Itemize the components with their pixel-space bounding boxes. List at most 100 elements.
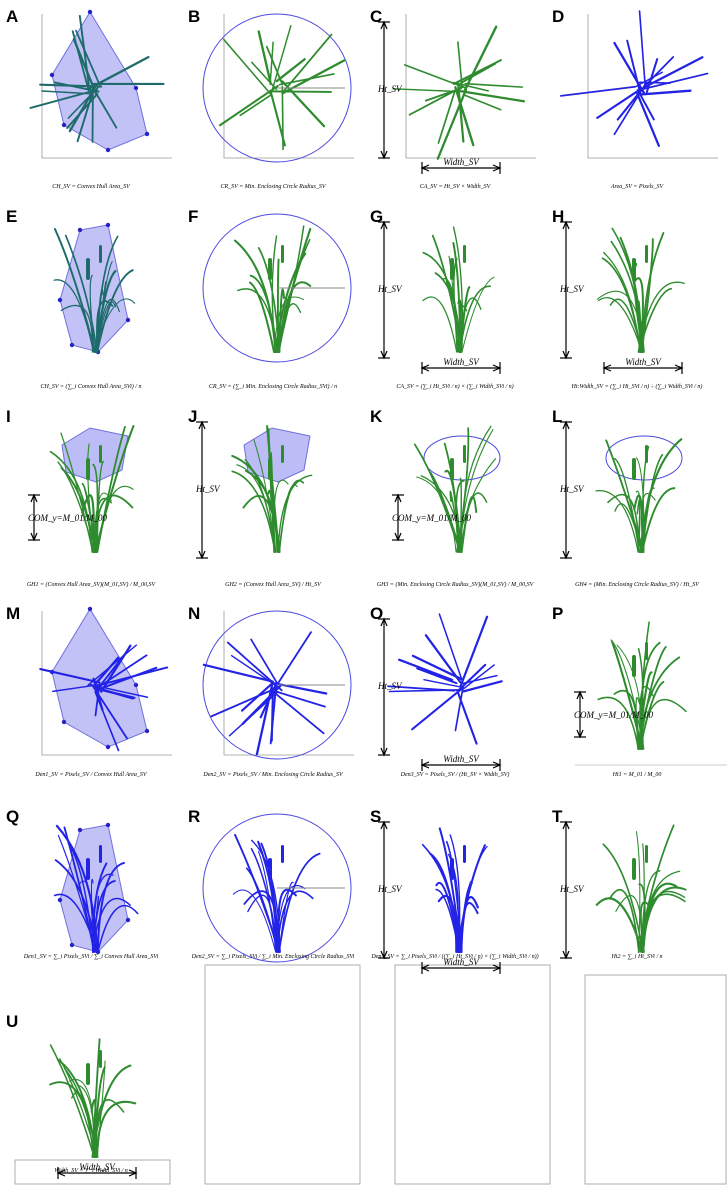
- panicle: [281, 445, 284, 463]
- formula-caption: Width_SV = ∑_i Width_SVi / n: [54, 1168, 128, 1174]
- hull-vertex: [62, 720, 66, 724]
- hull-vertex: [58, 298, 62, 302]
- panel-letter: B: [188, 7, 200, 26]
- leaf: [228, 643, 282, 691]
- com-label: COM_y=M_01/M_00: [392, 513, 472, 523]
- panicle: [632, 858, 636, 880]
- panel-letter: E: [6, 207, 17, 226]
- leaf: [393, 89, 457, 92]
- height-label: Ht_SV: [377, 84, 403, 94]
- panel: UWidth_SV: [6, 1012, 136, 1179]
- leaf: [279, 854, 320, 952]
- panicle: [463, 245, 466, 263]
- leaf: [637, 94, 659, 146]
- leaf: [405, 65, 466, 88]
- leaf: [465, 84, 522, 87]
- leaf: [278, 475, 312, 552]
- leaf: [259, 31, 271, 82]
- leaf: [248, 895, 276, 952]
- formula-caption: CR_SV = (∑_i Min. Enclosing Circle Radiu…: [209, 383, 337, 390]
- panicle: [450, 458, 454, 480]
- height-label: Ht_SV: [377, 681, 403, 691]
- panicle: [281, 245, 284, 263]
- convex-hull: [52, 12, 147, 150]
- panel: HHt_SVWidth_SV: [552, 207, 684, 374]
- partial-hull: [244, 428, 310, 482]
- height-label: Ht_SV: [559, 284, 585, 294]
- enclosing-ellipse: [424, 436, 500, 480]
- leaf: [94, 495, 132, 552]
- leaf: [641, 700, 686, 749]
- width-label: Width_SV: [443, 754, 480, 764]
- formula-caption: GH1 = (Convex Hull Area_SV)(M_01,SV) / M…: [27, 581, 157, 588]
- panel: B: [188, 7, 354, 162]
- hull-vertex: [88, 10, 92, 14]
- panel: JHt_SV: [188, 407, 312, 558]
- panel-letter: P: [552, 604, 563, 623]
- panel-letter: L: [552, 407, 562, 426]
- panel: GHt_SVWidth_SV: [370, 207, 500, 374]
- panel: LHt_SV: [552, 407, 682, 558]
- panel: A: [6, 7, 172, 158]
- panel: N: [188, 604, 354, 759]
- panel: M: [6, 604, 172, 755]
- hull-vertex: [50, 73, 54, 77]
- hull-vertex: [145, 132, 149, 136]
- leaf: [641, 91, 691, 95]
- hull-vertex: [78, 228, 82, 232]
- panicle: [86, 1063, 90, 1085]
- panel-letter: I: [6, 407, 11, 426]
- leaf: [50, 1082, 96, 1157]
- hull-vertex: [62, 123, 66, 127]
- caption-box: [395, 965, 550, 1184]
- leaf: [640, 11, 645, 84]
- panel-letter: C: [370, 7, 382, 26]
- figure: ACH_SV = Convex Hull Area_SVBCR_SV = Min…: [0, 0, 727, 1185]
- hull-vertex: [70, 943, 74, 947]
- panel-letter: H: [552, 207, 564, 226]
- formula-caption: GH4 = (Min. Enclosing Circle Radius_SV) …: [575, 581, 700, 588]
- leaf: [277, 891, 313, 952]
- panel: E: [6, 207, 135, 354]
- formula-caption: GH2 = (Convex Hull Area_SV) / Ht_SV: [225, 581, 322, 588]
- panel: OHt_SVWidth_SV: [370, 604, 502, 771]
- panicle: [645, 445, 648, 463]
- panicle: [281, 845, 284, 863]
- formula-caption: CA_SV = Ht_SV × Width_SV: [420, 184, 492, 190]
- panicle: [463, 845, 466, 863]
- panicle: [645, 245, 648, 263]
- panel-letter: M: [6, 604, 20, 623]
- hull-vertex: [145, 729, 149, 733]
- panicle: [268, 458, 272, 480]
- formula-caption: Area_SV = Pixels_SV: [610, 184, 665, 190]
- hull-vertex: [58, 898, 62, 902]
- panicle: [632, 458, 636, 480]
- hull-vertex: [88, 607, 92, 611]
- panicle: [268, 258, 272, 280]
- formula-caption: Den3_SV = ∑_i Pixels_SVi / ((∑_i Ht_SVi …: [370, 953, 538, 960]
- formula-caption: Ht2 = ∑_i Ht_SVi / n: [610, 954, 662, 960]
- panel-letter: U: [6, 1012, 18, 1031]
- formula-caption: CH_SV = Convex Hull Area_SV: [52, 184, 131, 190]
- panel: F: [188, 207, 351, 362]
- leaf: [596, 491, 638, 552]
- panicle: [450, 258, 454, 280]
- leaf: [283, 35, 331, 92]
- leaf: [461, 897, 478, 952]
- formula-caption: Ht:Width_SV = (∑_i Ht_SVi / n) ÷ (∑_i Wi…: [571, 383, 703, 390]
- hull-vertex: [134, 683, 138, 687]
- panel-letter: G: [370, 207, 383, 226]
- panicle: [645, 845, 648, 863]
- panel-letter: F: [188, 207, 198, 226]
- panel-letter: N: [188, 604, 200, 623]
- panicle: [645, 642, 648, 660]
- panicle: [86, 458, 90, 480]
- formula-caption: CA_SV = (∑_i Ht_SVi / n) × (∑_i Width_SV…: [396, 383, 513, 390]
- height-label: Ht_SV: [377, 284, 403, 294]
- leaf: [412, 688, 463, 730]
- leaf: [272, 691, 324, 734]
- caption-box: [585, 975, 726, 1184]
- formula-caption: GH3 = (Min. Enclosing Circle Radius_SV)(…: [377, 581, 535, 588]
